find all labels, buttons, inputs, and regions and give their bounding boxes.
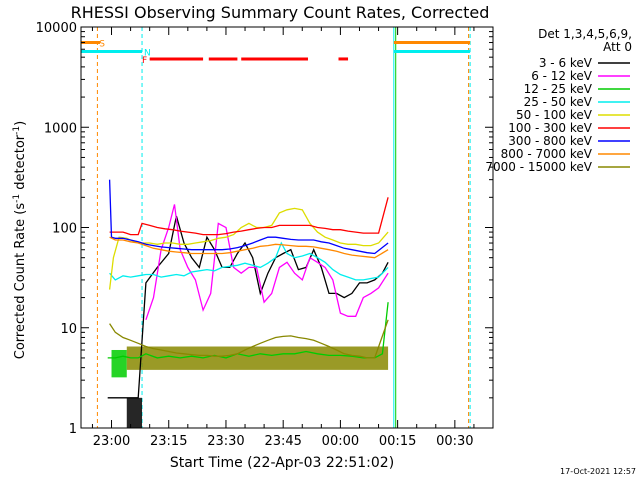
legend-header-line1: Det 1,3,4,5,6,9, — [538, 27, 632, 41]
series-layer — [107, 179, 389, 428]
x-axis-label: Start Time (22-Apr-03 22:51:02) — [170, 455, 394, 471]
series-line-1 — [145, 204, 389, 321]
legend-label-1: 6 - 12 keV — [531, 69, 593, 83]
series-line-7 — [109, 236, 389, 259]
x-tick-label-6: 00:30 — [436, 434, 473, 449]
y-tick-label-0: 1 — [69, 422, 77, 437]
y-axis-label: Corrected Count Rate (s-1 detector-1) — [12, 121, 28, 359]
legend-label-0: 3 - 6 keV — [539, 56, 593, 70]
series-line-3 — [109, 241, 389, 281]
x-axis-ticks: 23:00 23:15 23:30 23:45 00:00 00:15 00:30 — [91, 27, 494, 449]
legend-label-7: 800 - 7000 keV — [501, 147, 593, 161]
flag-letter-n: N — [144, 48, 151, 58]
y-tick-label-4: 10000 — [36, 21, 77, 36]
series-line-6 — [108, 179, 389, 255]
flag-letter-f: F — [142, 56, 147, 66]
series-line-2 — [107, 302, 389, 359]
series-line-0 — [107, 215, 389, 399]
x-tick-label-0: 23:00 — [93, 434, 130, 449]
x-tick-label-4: 00:00 — [322, 434, 359, 449]
y-axis-label-mid: detector — [13, 134, 28, 194]
y-tick-label-1: 10 — [60, 322, 77, 337]
legend-label-3: 25 - 50 keV — [524, 95, 593, 109]
legend-label-8: 7000 - 15000 keV — [485, 160, 592, 174]
y-axis-label-main: Corrected Count Rate (s — [13, 203, 28, 360]
x-tick-label-5: 00:15 — [379, 434, 416, 449]
y-axis-label-sup1: -1 — [12, 194, 22, 203]
y-tick-label-2: 100 — [52, 222, 77, 237]
legend-label-6: 300 - 800 keV — [508, 134, 592, 148]
x-tick-label-2: 23:30 — [207, 434, 244, 449]
footer-date: 17-Oct-2021 12:57 — [560, 467, 636, 476]
legend-header-line2: Att 0 — [603, 40, 632, 54]
legend-label-2: 12 - 25 keV — [524, 82, 593, 96]
legend-label-4: 50 - 100 keV — [516, 108, 593, 122]
y-axis-label-sup2: -1 — [12, 126, 22, 135]
series-line-4 — [108, 207, 389, 290]
series-line-8 — [109, 319, 389, 359]
flag-bars: S NF — [81, 40, 471, 66]
flag-letter-s: S — [99, 40, 105, 50]
chart-title: RHESSI Observing Summary Count Rates, Co… — [71, 3, 490, 22]
series-line-5 — [109, 197, 389, 236]
x-tick-label-1: 23:15 — [150, 434, 187, 449]
fill-block-1 — [111, 349, 127, 378]
y-tick-label-3: 1000 — [44, 121, 77, 136]
y-axis-ticks: 1 10 100 1000 10000 — [36, 21, 493, 437]
fill-block-2 — [126, 346, 389, 370]
x-tick-label-3: 23:45 — [264, 434, 301, 449]
legend-label-5: 100 - 300 keV — [508, 121, 592, 135]
y-axis-label-end: ) — [13, 121, 28, 126]
fill-block-0 — [126, 397, 143, 428]
